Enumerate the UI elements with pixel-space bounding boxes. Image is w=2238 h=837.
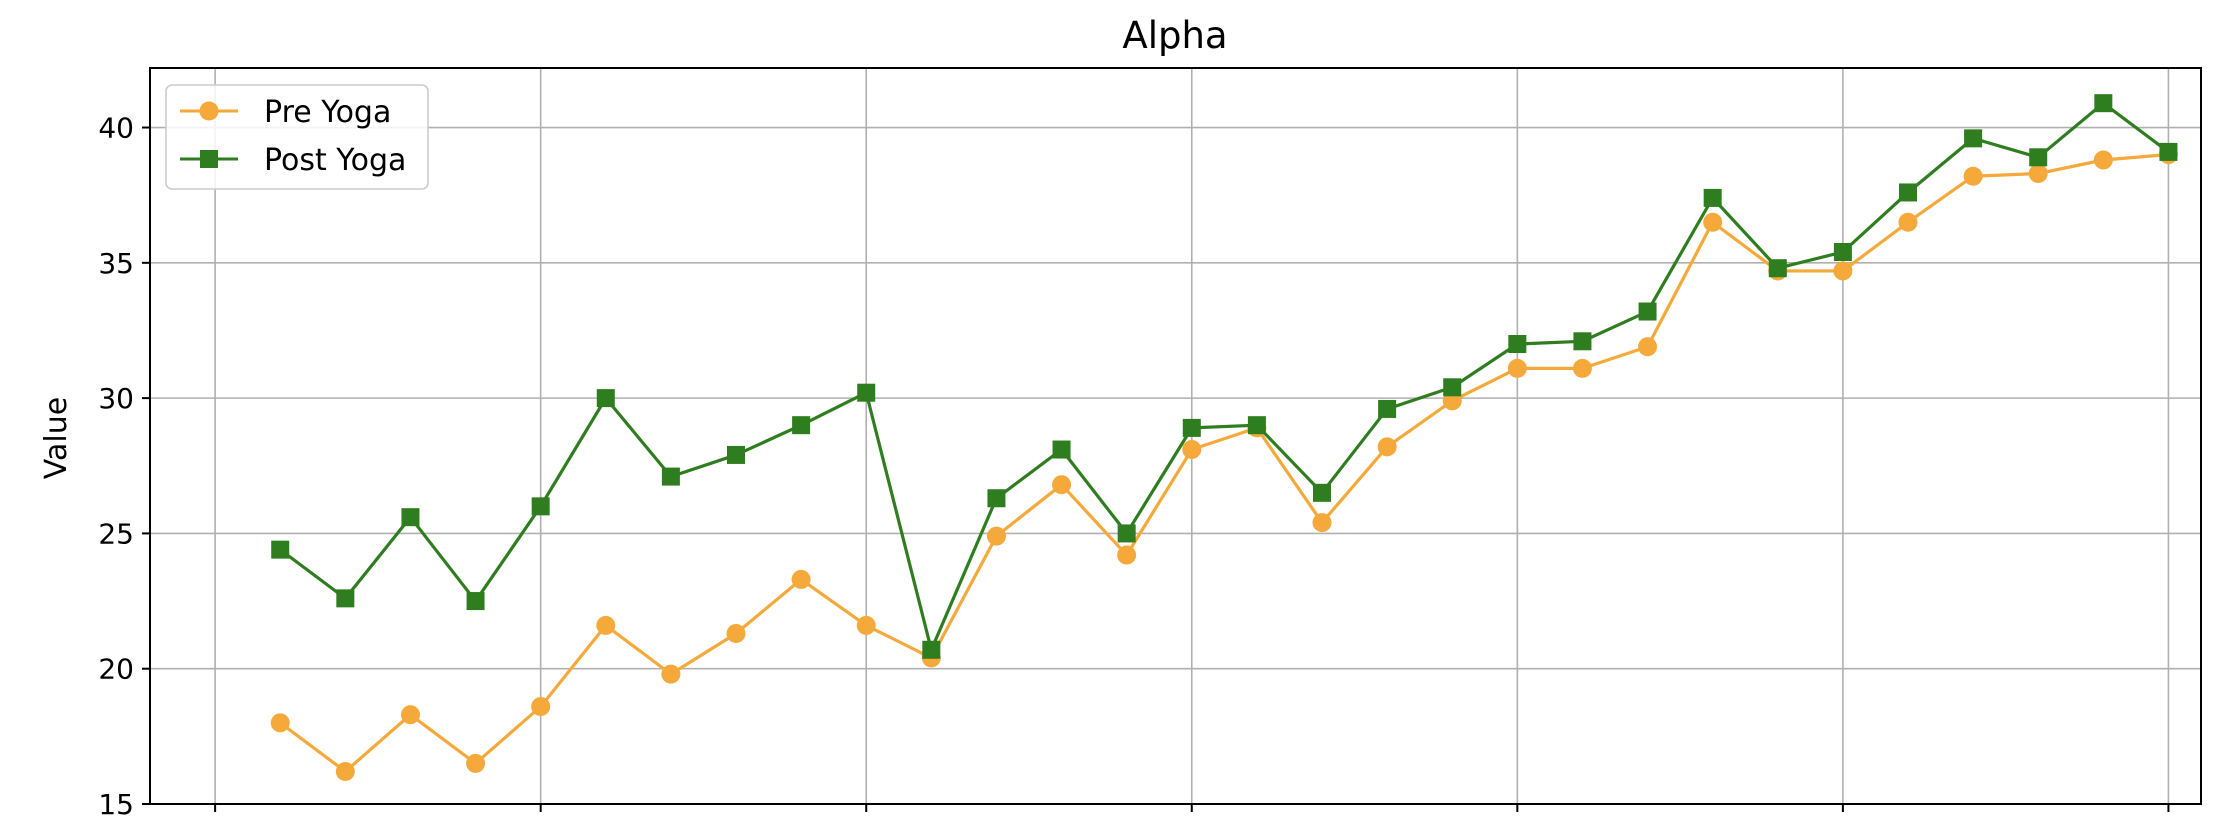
data-point-circle bbox=[1703, 212, 1723, 232]
y-tick-label: 35 bbox=[98, 247, 134, 280]
data-point-circle bbox=[1638, 337, 1658, 357]
data-point-circle bbox=[1898, 212, 1918, 232]
y-tick-label: 25 bbox=[98, 517, 134, 550]
data-point-circle bbox=[726, 624, 746, 644]
data-point-circle bbox=[531, 697, 551, 717]
data-point-square bbox=[1378, 399, 1397, 418]
data-point-square bbox=[531, 497, 550, 516]
data-point-circle bbox=[791, 569, 811, 589]
legend-circle-marker bbox=[199, 101, 219, 121]
data-point-square bbox=[1964, 129, 1983, 148]
series-post-yoga bbox=[271, 94, 2178, 659]
data-point-square bbox=[922, 640, 941, 659]
legend-item-pre-yoga: Pre Yoga bbox=[180, 95, 391, 130]
data-point-circle bbox=[1182, 440, 1202, 460]
data-point-square bbox=[1768, 259, 1787, 278]
series-line-post-yoga bbox=[279, 101, 2170, 652]
data-point-circle bbox=[1312, 513, 1332, 533]
data-point-circle bbox=[400, 705, 420, 725]
series-pre-yoga bbox=[270, 145, 2178, 782]
data-point-circle bbox=[270, 713, 290, 733]
data-point-square bbox=[792, 416, 811, 435]
data-point-circle bbox=[661, 664, 681, 684]
series-line-pre-yoga bbox=[279, 152, 2169, 774]
data-point-square bbox=[2029, 148, 2048, 167]
data-point-square bbox=[401, 508, 420, 527]
data-point-square bbox=[661, 467, 680, 486]
data-point-square bbox=[2159, 142, 2178, 161]
data-point-square bbox=[857, 383, 876, 402]
data-point-square bbox=[271, 540, 290, 559]
data-point-square bbox=[1052, 440, 1071, 459]
data-point-square bbox=[596, 389, 615, 408]
data-point-square bbox=[1703, 188, 1722, 207]
data-point-circle bbox=[596, 615, 616, 635]
data-point-square bbox=[1638, 302, 1657, 321]
y-tick-label: 20 bbox=[98, 653, 134, 686]
data-point-circle bbox=[335, 762, 355, 782]
data-point-circle bbox=[2028, 164, 2048, 184]
data-point-square bbox=[1117, 524, 1136, 543]
legend-label: Pre Yoga bbox=[264, 95, 391, 130]
data-point-square bbox=[1313, 483, 1331, 502]
data-point-circle bbox=[1507, 358, 1527, 378]
y-tick-label: 40 bbox=[98, 112, 134, 145]
data-point-square bbox=[727, 445, 745, 464]
data-point-square bbox=[1899, 183, 1917, 202]
legend-label: Post Yoga bbox=[264, 143, 406, 178]
legend-square-marker bbox=[200, 150, 218, 168]
axis-ticks: 15 20 25 30 35 40 bbox=[98, 112, 2170, 821]
legend-item-post-yoga: Post Yoga bbox=[180, 143, 406, 178]
y-tick-label: 30 bbox=[98, 382, 134, 415]
data-point-circle bbox=[466, 753, 486, 773]
data-point-square bbox=[466, 592, 485, 611]
data-point-circle bbox=[1833, 261, 1853, 281]
data-point-circle bbox=[986, 526, 1006, 546]
data-point-square bbox=[2094, 94, 2113, 113]
plot-frame bbox=[149, 67, 2202, 805]
data-point-circle bbox=[1963, 166, 1983, 186]
data-point-square bbox=[336, 589, 355, 608]
data-point-circle bbox=[1377, 437, 1397, 457]
data-point-square bbox=[1247, 416, 1266, 435]
series-layer bbox=[270, 94, 2178, 782]
data-point-circle bbox=[2093, 150, 2113, 170]
data-point-square bbox=[1443, 378, 1462, 397]
data-point-square bbox=[1508, 335, 1527, 353]
data-point-circle bbox=[1117, 545, 1137, 565]
data-point-circle bbox=[856, 615, 876, 635]
y-axis-label: Value bbox=[39, 397, 74, 479]
chart-title: Alpha bbox=[1122, 14, 1227, 57]
y-tick-label: 15 bbox=[98, 788, 134, 821]
data-point-square bbox=[987, 489, 1006, 508]
data-point-circle bbox=[1572, 358, 1592, 378]
data-point-square bbox=[1833, 243, 1852, 261]
data-point-circle bbox=[1052, 475, 1072, 495]
data-point-square bbox=[1573, 332, 1592, 351]
legend: Pre Yoga Post Yoga bbox=[165, 84, 429, 190]
data-point-square bbox=[1182, 418, 1201, 437]
